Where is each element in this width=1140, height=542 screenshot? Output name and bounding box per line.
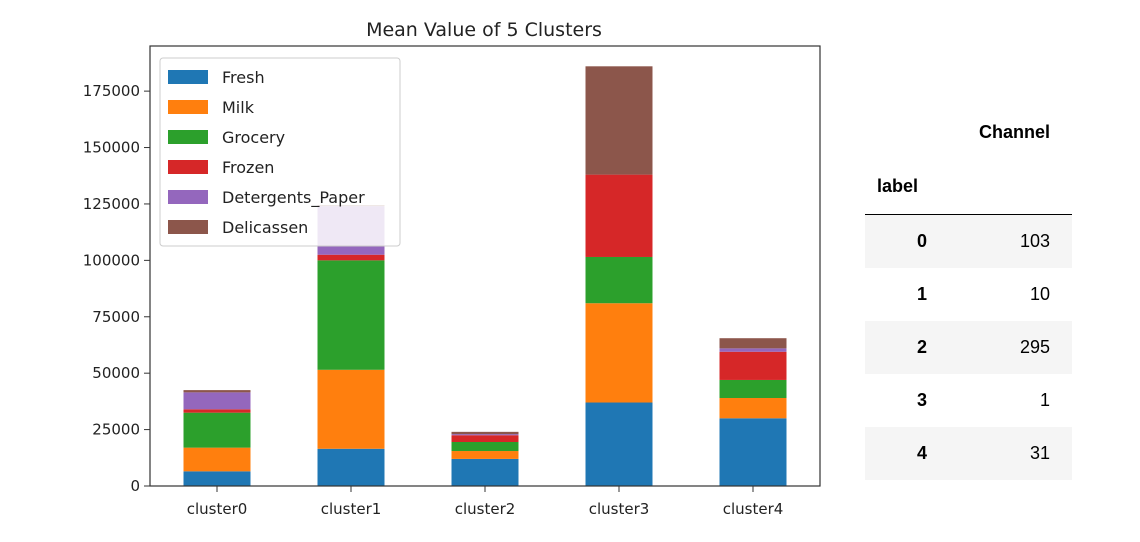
bar-cluster3-milk [585,303,653,403]
bar-layer [183,66,787,486]
bar-cluster2-grocery [451,442,519,452]
table-row: 1 10 [865,268,1072,321]
bar-cluster4-delicassen [719,338,787,349]
row-value: 103 [1019,231,1050,251]
bar-cluster3-grocery [585,256,653,304]
cluster-count-table: Channel label 0 103 1 10 2 295 3 1 4 31 [865,112,1072,480]
row-label: 2 [916,337,927,357]
x-tick-label: cluster4 [723,500,784,518]
bar-cluster0-frozen [183,409,251,413]
bar-cluster4-grocery [719,379,787,398]
legend-swatch [168,220,208,234]
x-axis: cluster0 cluster1 cluster2 cluster3 cluster4 [187,486,784,518]
column-header: Channel [978,122,1050,142]
row-label: 3 [916,390,927,410]
bar-cluster0-fresh [183,471,251,486]
bar-cluster2-detergents-paper [451,434,519,436]
y-tick-label: 75000 [92,308,140,326]
row-value: 31 [1029,443,1050,463]
bar-cluster1-fresh [317,448,385,486]
bar-cluster2-frozen [451,435,519,442]
legend-swatch [168,70,208,84]
table-row: 0 103 [865,215,1072,268]
x-tick-label: cluster2 [455,500,516,518]
x-tick-label: cluster0 [187,500,248,518]
legend-swatch [168,100,208,114]
x-tick-label: cluster1 [321,500,382,518]
bar-cluster4-milk [719,398,787,419]
bar-cluster3-fresh [585,402,653,486]
legend-label: Grocery [222,128,285,147]
legend: Fresh Milk Grocery Frozen Detergents_Paper De… [159,57,401,247]
table-body: 0 103 1 10 2 295 3 1 4 31 [865,215,1072,480]
plot-frame [149,45,821,487]
legend-label: Detergents_Paper [222,188,365,208]
row-label: 4 [916,443,927,463]
row-label: 0 [916,231,927,251]
legend-swatch [168,130,208,144]
row-value: 10 [1029,284,1050,304]
bar-cluster2-fresh [451,458,519,486]
bar-cluster0-delicassen [183,390,251,393]
stacked-bar-chart: Mean Value of 5 Clusters 0 25000 50000 7500… [83,19,821,518]
bar-cluster0-grocery [183,412,251,448]
legend-label: Milk [222,98,255,117]
y-tick-label: 150000 [83,139,140,157]
bar-cluster3-delicassen [585,66,653,175]
legend-label: Fresh [222,68,265,87]
bar-cluster4-frozen [719,351,787,380]
legend-label: Frozen [222,158,274,177]
bar-cluster2-delicassen [451,431,519,435]
chart-title: Mean Value of 5 Clusters [366,19,602,41]
row-value: 1 [1039,390,1050,410]
bar-cluster4-fresh [719,418,787,486]
y-tick-label: 50000 [92,364,140,382]
y-tick-label: 175000 [83,82,140,100]
header-divider [865,156,1072,215]
y-tick-label: 125000 [83,195,140,213]
legend-swatch [168,190,208,204]
bar-cluster1-grocery [317,260,385,370]
index-header: label [877,176,919,196]
bar-cluster0-detergents-paper [183,392,251,410]
legend-box [159,57,401,247]
bar-cluster1-frozen [317,254,385,261]
bar-cluster1-milk [317,369,385,449]
y-axis: 0 25000 50000 75000 100000 125000 150000 175000 [83,82,150,495]
table-row: 2 295 [865,321,1072,374]
y-tick-label: 0 [130,477,140,495]
y-tick-label: 100000 [83,251,140,269]
y-tick-label: 25000 [92,421,140,439]
legend-swatch [168,160,208,174]
x-tick-label: cluster3 [589,500,650,518]
row-value: 295 [1019,337,1050,357]
table-row: 4 31 [865,427,1072,480]
bar-cluster0-milk [183,447,251,472]
legend-label: Delicassen [222,218,308,237]
bar-cluster3-frozen [585,174,653,257]
bar-cluster4-detergents-paper [719,348,787,352]
row-label: 1 [916,284,927,304]
bar-cluster2-milk [451,451,519,459]
